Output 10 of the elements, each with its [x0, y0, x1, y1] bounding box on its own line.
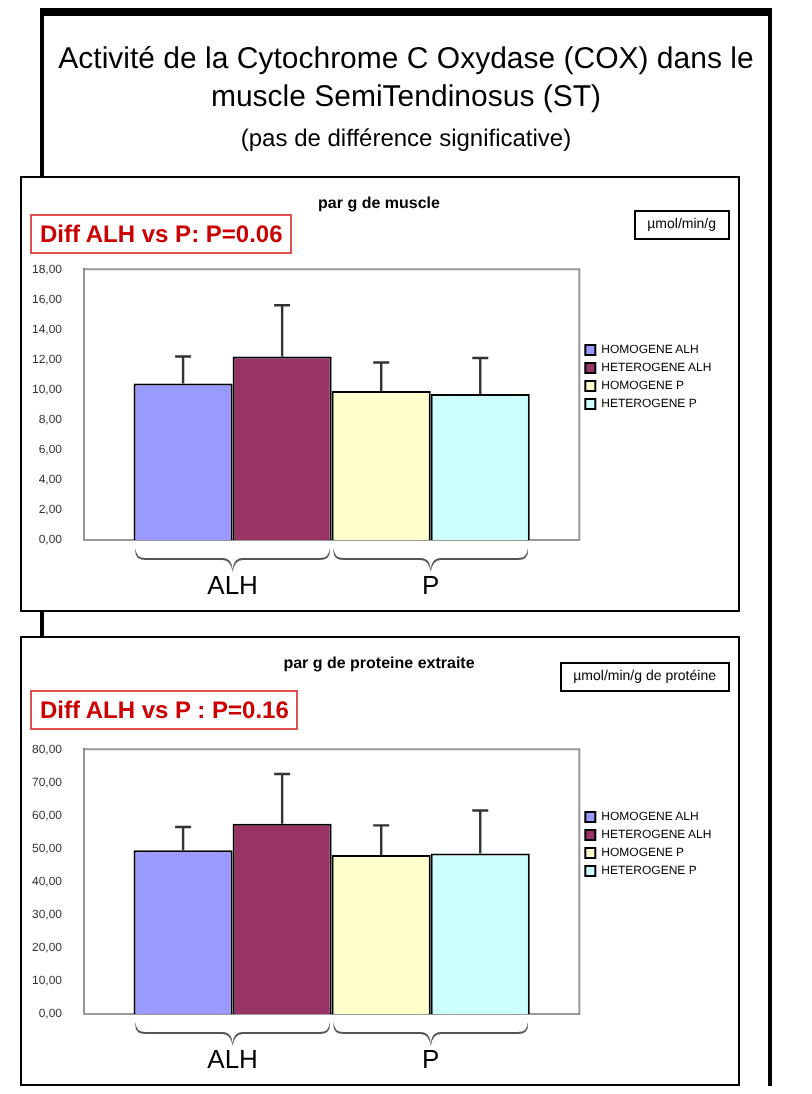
chart-title: par g de proteine extraite — [283, 654, 476, 673]
text: P — [422, 1044, 440, 1074]
chart-title: Activité de la Cytochrome C Oxydase (COX) dans le muscle SemiTendinosus (ST) — [56, 40, 756, 116]
chart-subtitle: (pas de différence significative) — [238, 122, 574, 156]
text: par g de muscle — [318, 194, 441, 213]
text: ALH — [207, 570, 258, 600]
text: Diff ALH vs P: P=0.06 — [30, 214, 293, 254]
text: ALH — [207, 1044, 258, 1074]
text: P — [422, 570, 440, 600]
text: Diff ALH vs P : P=0.16 — [30, 690, 299, 730]
